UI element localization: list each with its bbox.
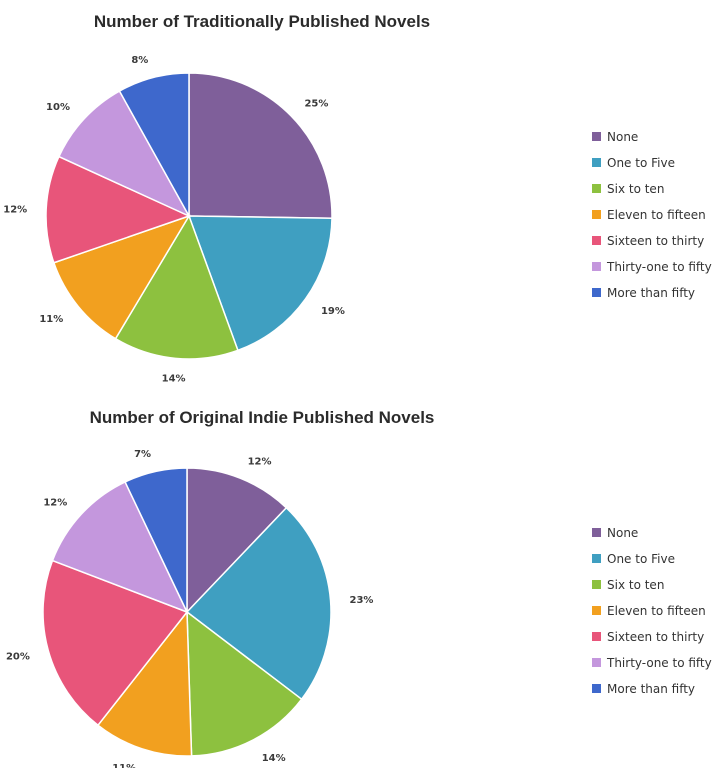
pie-slice-sixteen-to-thirty	[45, 155, 192, 264]
pie-chart-2: Number of Original Indie Published Novel…	[6, 408, 712, 768]
data-label: 12%	[248, 457, 272, 468]
pie-slice-eleven-to-fifteen	[96, 609, 193, 757]
legend-swatch	[592, 684, 601, 693]
pie-slice-thirty-one-to-fifty	[51, 480, 189, 614]
pie-slice-sixteen-to-thirty	[42, 559, 189, 727]
pie-slice-one-to-five	[185, 506, 332, 701]
legend-label: Sixteen to thirty	[607, 234, 704, 248]
data-label: 11%	[39, 314, 63, 325]
legend-label: More than fifty	[607, 682, 695, 696]
pie-slice-six-to-ten	[186, 610, 303, 757]
data-label: 8%	[131, 55, 148, 66]
legend-swatch	[592, 632, 601, 641]
pie-slice-more-than-fifty	[118, 72, 190, 219]
legend-label: Eleven to fifteen	[607, 208, 706, 222]
legend: None One to Five Six to ten Eleven to fifte…	[592, 130, 712, 300]
data-label: 10%	[46, 102, 70, 113]
legend-label: Six to ten	[607, 578, 664, 592]
pie-slice-six-to-ten	[114, 214, 239, 360]
legend-label: Thirty-one to fifty	[606, 260, 712, 274]
legend-label: None	[607, 526, 638, 540]
chart-title: Number of Traditionally Published Novels	[94, 12, 430, 31]
legend-swatch	[592, 658, 601, 667]
legend-swatch	[592, 132, 601, 141]
pie-slice-one-to-five	[187, 215, 333, 352]
legend-swatch	[592, 288, 601, 297]
data-label: 14%	[162, 373, 186, 384]
legend-swatch	[592, 236, 601, 245]
legend-swatch	[592, 210, 601, 219]
legend-swatch	[592, 606, 601, 615]
data-label: 14%	[262, 753, 286, 764]
pie-slice-more-than-fifty	[124, 467, 188, 613]
pie-slice-none	[188, 72, 333, 220]
pie-slice-thirty-one-to-fifty	[57, 90, 191, 218]
legend-label: Six to ten	[607, 182, 664, 196]
pie-slice-eleven-to-fifteen	[52, 214, 191, 340]
data-label: 7%	[134, 449, 151, 460]
data-label: 11%	[112, 763, 136, 768]
data-label: 19%	[321, 306, 345, 317]
legend-label: Sixteen to thirty	[607, 630, 704, 644]
legend-label: Thirty-one to fifty	[606, 656, 712, 670]
data-label: 23%	[349, 595, 373, 606]
legend-swatch	[592, 554, 601, 563]
legend-swatch	[592, 580, 601, 589]
legend-swatch	[592, 262, 601, 271]
pie-slice-none	[186, 467, 288, 614]
legend-label: Eleven to fifteen	[607, 604, 706, 618]
legend-label: More than fifty	[607, 286, 695, 300]
legend-swatch	[592, 184, 601, 193]
legend-label: One to Five	[607, 156, 675, 170]
legend-label: One to Five	[607, 552, 675, 566]
legend: None One to Five Six to ten Eleven to fifte…	[592, 526, 712, 696]
legend-swatch	[592, 158, 601, 167]
legend-swatch	[592, 528, 601, 537]
data-label: 12%	[43, 497, 67, 508]
data-label: 20%	[6, 651, 30, 662]
data-label: 25%	[304, 98, 328, 109]
pie-chart-1: Number of Traditionally Published Novels…	[3, 12, 712, 384]
chart-title: Number of Original Indie Published Novel…	[90, 408, 435, 427]
legend-label: None	[607, 130, 638, 144]
data-label: 12%	[3, 204, 27, 215]
